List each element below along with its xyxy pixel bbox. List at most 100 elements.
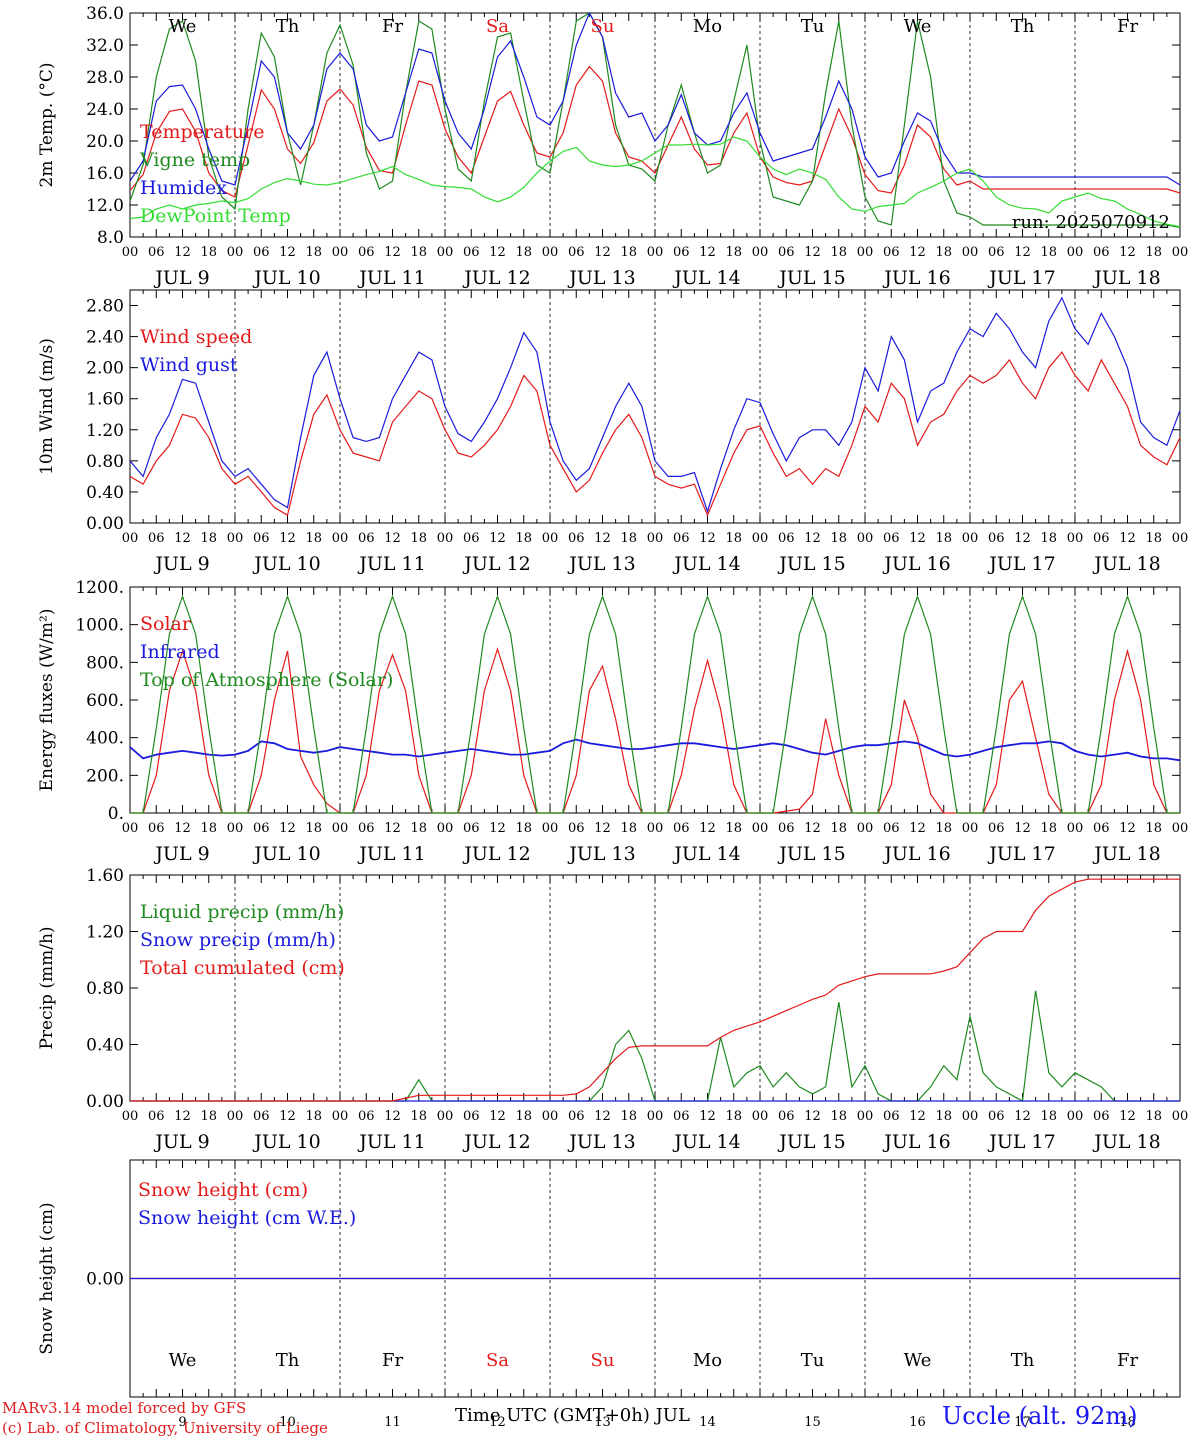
y-tick-label: 36.0	[86, 4, 124, 24]
x-date-label: JUL 18	[1092, 553, 1160, 575]
x-hour-label: 00	[1067, 821, 1084, 836]
x-hour-label: 18	[830, 245, 847, 260]
x-hour-label: 12	[174, 1109, 191, 1124]
x-hour-label: 06	[673, 531, 690, 546]
y-tick-label: 600.	[86, 691, 124, 711]
x-hour-label: 00	[752, 531, 769, 546]
x-hour-label: 00	[1172, 821, 1189, 836]
x-hour-label: 12	[1119, 245, 1136, 260]
y-axis-label: 10m Wind (m/s)	[37, 338, 57, 475]
y-axis-label: Precip (mm/h)	[37, 926, 57, 1049]
x-date-label: JUL 16	[882, 1131, 950, 1153]
station-label: Uccle (alt. 92m)	[942, 1402, 1138, 1430]
bottom-day-label: We	[904, 1350, 932, 1371]
x-date-label: JUL 12	[462, 267, 530, 289]
x-hour-label: 12	[489, 245, 506, 260]
x-hour-label: 06	[778, 1109, 795, 1124]
x-hour-label: 12	[489, 531, 506, 546]
legend-entry: Temperature	[140, 121, 264, 143]
x-hour-label: 00	[1172, 1109, 1189, 1124]
legend-entry: Wind gust	[140, 354, 238, 376]
x-hour-label: 06	[778, 821, 795, 836]
x-hour-label: 12	[594, 821, 611, 836]
x-hour-label: 18	[1040, 1109, 1057, 1124]
x-date-label: JUL 9	[153, 843, 209, 865]
x-hour-label: 12	[384, 821, 401, 836]
x-date-label: JUL 11	[357, 843, 425, 865]
x-hour-label: 12	[1119, 821, 1136, 836]
bottom-day-label: Su	[591, 1350, 615, 1371]
x-hour-label: 06	[148, 531, 165, 546]
x-date-label: JUL 10	[252, 267, 320, 289]
bottom-day-number: 10	[279, 1415, 296, 1430]
x-hour-label: 00	[227, 821, 244, 836]
x-hour-label: 00	[122, 245, 139, 260]
y-tick-label: 0.40	[86, 483, 124, 503]
x-hour-label: 06	[673, 1109, 690, 1124]
x-hour-label: 12	[1119, 1109, 1136, 1124]
x-hour-label: 00	[962, 245, 979, 260]
x-hour-label: 06	[883, 821, 900, 836]
x-hour-label: 18	[515, 245, 532, 260]
legend-entry: Solar	[140, 613, 192, 635]
x-date-label: JUL 18	[1092, 843, 1160, 865]
bottom-day-number: 16	[909, 1415, 926, 1430]
x-hour-label: 12	[174, 821, 191, 836]
y-axis-label: 2m Temp. (°C)	[37, 62, 57, 187]
bottom-day-number: 14	[699, 1415, 716, 1430]
y-tick-label: 28.0	[86, 68, 124, 88]
x-hour-label: 18	[935, 821, 952, 836]
x-date-label: JUL 13	[567, 553, 635, 575]
x-hour-label: 06	[253, 821, 270, 836]
x-hour-label: 12	[699, 531, 716, 546]
y-axis-label: Snow height (cm)	[37, 1202, 57, 1354]
x-hour-label: 00	[332, 821, 349, 836]
x-hour-label: 18	[305, 531, 322, 546]
x-hour-label: 06	[1093, 531, 1110, 546]
y-tick-label: 800.	[86, 653, 124, 673]
x-hour-label: 00	[332, 1109, 349, 1124]
x-hour-label: 18	[1145, 821, 1162, 836]
x-hour-label: 00	[857, 245, 874, 260]
x-hour-label: 06	[568, 245, 585, 260]
x-hour-label: 12	[279, 821, 296, 836]
x-hour-label: 18	[1145, 531, 1162, 546]
x-date-label: JUL 13	[567, 1131, 635, 1153]
x-hour-label: 00	[857, 1109, 874, 1124]
x-date-label: JUL 13	[567, 267, 635, 289]
bottom-day-number: 18	[1119, 1415, 1136, 1430]
bottom-day-label: Sa	[486, 1350, 509, 1371]
x-hour-label: 12	[384, 1109, 401, 1124]
x-hour-label: 00	[437, 1109, 454, 1124]
x-hour-label: 06	[358, 531, 375, 546]
top-day-label: Th	[276, 16, 300, 37]
x-hour-label: 18	[410, 821, 427, 836]
x-hour-label: 18	[830, 821, 847, 836]
x-hour-label: 12	[699, 1109, 716, 1124]
x-hour-label: 18	[935, 245, 952, 260]
run-annotation: run: 2025070912	[1012, 212, 1170, 233]
x-hour-label: 00	[962, 531, 979, 546]
x-hour-label: 00	[857, 821, 874, 836]
x-hour-label: 18	[830, 1109, 847, 1124]
x-date-label: JUL 12	[462, 553, 530, 575]
x-hour-label: 12	[174, 531, 191, 546]
x-hour-label: 06	[988, 531, 1005, 546]
x-hour-label: 06	[148, 245, 165, 260]
series-line-temperature	[129, 65, 1181, 198]
x-hour-label: 00	[1172, 245, 1189, 260]
bottom-day-number: 11	[384, 1415, 401, 1430]
x-hour-label: 00	[437, 245, 454, 260]
y-tick-label: 20.0	[86, 132, 124, 152]
panel-1	[129, 11, 1181, 238]
x-hour-label: 18	[830, 531, 847, 546]
x-hour-label: 12	[804, 1109, 821, 1124]
y-tick-label: 400.	[86, 729, 124, 749]
x-hour-label: 18	[410, 531, 427, 546]
x-hour-label: 00	[542, 821, 559, 836]
legend-entry: Wind speed	[140, 326, 252, 348]
x-hour-label: 18	[410, 245, 427, 260]
x-date-label: JUL 9	[153, 1131, 209, 1153]
top-day-label: Fr	[1117, 16, 1138, 37]
x-hour-label: 06	[883, 531, 900, 546]
